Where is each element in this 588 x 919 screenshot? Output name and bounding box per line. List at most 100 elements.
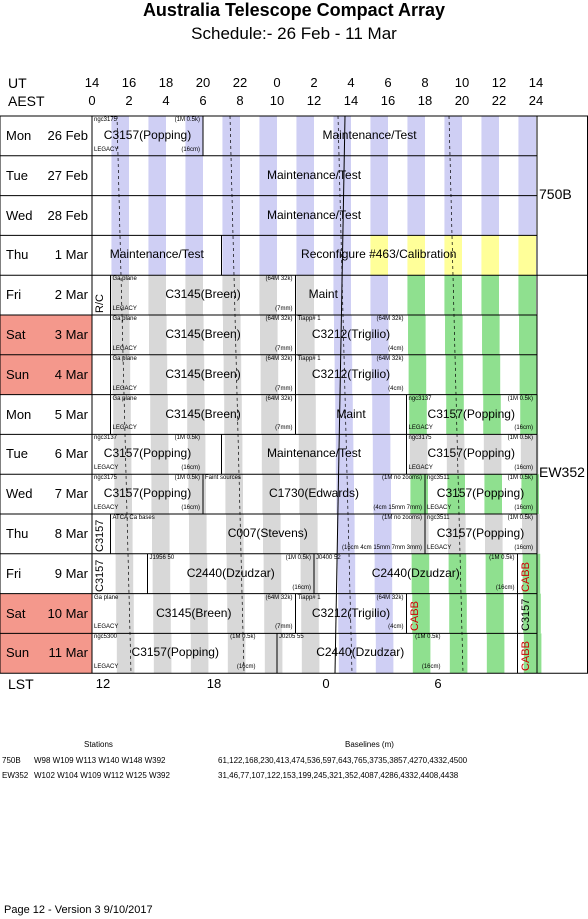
time-stripe [185,116,203,156]
time-stripe [148,235,166,276]
time-stripe [481,235,499,276]
lst-tick: 6 [434,676,442,691]
ut-tick: 18 [158,75,174,90]
block-setup: (1M 0.5k) [507,395,533,402]
block-target: Ga plane [94,594,119,601]
time-stripe [375,633,394,674]
time-stripe [261,394,279,435]
day-weekday: Sun [6,645,30,661]
block-band: (4cm) [388,345,404,352]
ut-label: UT [8,75,27,91]
time-stripe [449,633,468,674]
day-weekday: Sun [6,366,30,382]
aest-label: AEST [8,93,45,109]
time-stripe [189,553,208,594]
time-stripe [298,434,317,475]
block-target: ngc3511 [427,475,450,482]
day-date: 9 Mar [54,565,88,581]
time-stripe [333,195,351,236]
aest-tick: 22 [491,93,507,108]
time-stripe [446,394,464,435]
block-setup: (1M 0.5k) [507,435,533,442]
block-target: ngc3175 [94,117,118,123]
time-stripe [113,434,132,475]
block-type: LEGACY [94,624,119,631]
time-stripe [409,434,428,475]
time-stripe [224,434,243,475]
time-stripe [407,235,425,276]
block-setup: (1M 0.5k) [415,634,441,641]
aest-tick: 20 [454,93,470,108]
time-stripe [116,633,135,674]
block-label: Reconfigure #463/Calibration [301,247,457,262]
block-label: C3157(Popping) [436,525,525,540]
ut-tick: 8 [421,75,429,90]
day-cell [0,394,92,435]
block-label: C2440(Dzudzar) [371,565,460,580]
time-stripe [262,474,280,514]
block-band: (16cm) [236,664,256,671]
block-label: C3212(Trigilio) [311,326,391,341]
block-label: Maintenance/Test [266,207,362,222]
block-type: LEGACY [408,465,433,472]
ut-tick: 10 [454,75,470,90]
time-stripe [409,394,427,435]
time-stripe [186,354,205,395]
time-stripe [264,633,283,674]
day-cell [0,354,92,395]
block-label: C3145(Breen) [165,406,241,421]
time-stripe [222,275,240,315]
day-date: 7 Mar [54,486,88,502]
block-setup: (64M 32k) [376,355,404,362]
time-stripe [485,514,503,554]
aest-tick: 6 [199,93,207,108]
time-stripe [187,434,206,475]
day-date: 1 Mar [54,247,88,263]
baselines-ew352: 31,46,77,107,122,153,199,245,321,352,408… [218,771,459,780]
time-stripe [115,553,134,594]
aest-tick: 18 [417,93,433,108]
day-weekday: Fri [6,565,22,581]
day-cell [0,514,92,554]
day-date: 3 Mar [54,326,88,342]
time-stripe [482,354,501,395]
time-stripe [486,593,504,634]
time-stripe [186,315,204,355]
time-stripe [260,354,279,395]
time-stripe [334,354,353,395]
block-label: Maint [336,406,366,421]
day-date: 4 Mar [54,366,88,382]
block-target: ngc5300 [94,634,118,641]
time-stripe [485,553,504,594]
block-band: (16cm) [421,664,441,671]
block-band: (16cm) [181,465,200,472]
time-stripe [372,394,390,435]
time-stripe [223,315,241,355]
time-stripe [152,514,170,554]
time-stripe [338,593,356,634]
block-setup: (1M 0.5k) [507,515,533,521]
time-stripe [261,434,280,475]
block-target: Ga plane [112,395,137,402]
time-stripe [410,474,428,514]
block-label: C3145(Breen) [165,326,241,341]
block-setup: (64M 32k) [376,316,404,322]
block-target: Faint sources [205,475,242,482]
block-label: C3145(Breen) [156,605,232,620]
time-stripe [151,474,169,514]
time-stripe [301,593,319,634]
block-band: (7mm) [275,306,293,312]
time-stripe [185,155,203,196]
block-band: (16cm) [514,465,533,472]
ut-tick: 22 [232,75,248,90]
config-750b-footer: 750B [2,756,21,765]
time-stripe [225,474,243,514]
block-vertical-label: C3157 [94,519,106,552]
time-stripe [190,593,208,634]
time-stripe [264,593,282,634]
time-stripe [112,315,130,355]
block-label: Maint [308,287,338,302]
time-stripe [445,354,464,395]
baselines-heading: Baselines (m) [345,740,394,749]
time-stripe [519,354,538,395]
